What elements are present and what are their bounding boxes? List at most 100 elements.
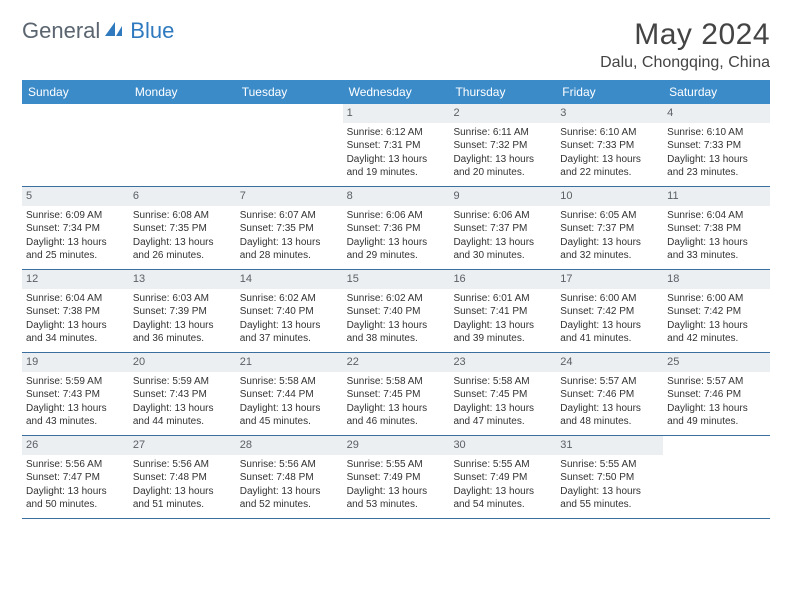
day-cell: 30Sunrise: 5:55 AMSunset: 7:49 PMDayligh… <box>449 436 556 518</box>
brand-part2: Blue <box>130 18 174 44</box>
weekday-wednesday: Wednesday <box>343 80 450 104</box>
day-number: 15 <box>343 270 450 289</box>
day-cell: 5Sunrise: 6:09 AMSunset: 7:34 PMDaylight… <box>22 187 129 269</box>
sunrise-line: Sunrise: 5:58 AM <box>453 375 552 389</box>
daylight-line: Daylight: 13 hours and 49 minutes. <box>667 402 766 429</box>
sunset-line: Sunset: 7:46 PM <box>560 388 659 402</box>
day-cell: 15Sunrise: 6:02 AMSunset: 7:40 PMDayligh… <box>343 270 450 352</box>
week-row: 12Sunrise: 6:04 AMSunset: 7:38 PMDayligh… <box>22 270 770 353</box>
daylight-line: Daylight: 13 hours and 54 minutes. <box>453 485 552 512</box>
daylight-line: Daylight: 13 hours and 20 minutes. <box>453 153 552 180</box>
sunrise-line: Sunrise: 5:55 AM <box>347 458 446 472</box>
sunrise-line: Sunrise: 6:03 AM <box>133 292 232 306</box>
weekday-header-row: SundayMondayTuesdayWednesdayThursdayFrid… <box>22 80 770 104</box>
brand-part1: General <box>22 18 100 44</box>
sunrise-line: Sunrise: 6:06 AM <box>453 209 552 223</box>
daylight-line: Daylight: 13 hours and 34 minutes. <box>26 319 125 346</box>
daylight-line: Daylight: 13 hours and 19 minutes. <box>347 153 446 180</box>
sunrise-line: Sunrise: 5:56 AM <box>26 458 125 472</box>
day-cell: 23Sunrise: 5:58 AMSunset: 7:45 PMDayligh… <box>449 353 556 435</box>
weekday-tuesday: Tuesday <box>236 80 343 104</box>
day-number: 14 <box>236 270 343 289</box>
day-cell: 11 Sunrise: 6:04 AMSunset: 7:38 PMDayligh… <box>663 187 770 269</box>
daylight-line: Daylight: 13 hours and 22 minutes. <box>560 153 659 180</box>
day-number: 26 <box>22 436 129 455</box>
sunrise-line: Sunrise: 6:05 AM <box>560 209 659 223</box>
sunrise-line: Sunrise: 5:56 AM <box>240 458 339 472</box>
sunset-line: Sunset: 7:31 PM <box>347 139 446 153</box>
weekday-saturday: Saturday <box>663 80 770 104</box>
sail-icon <box>104 18 126 44</box>
day-number: 31 <box>556 436 663 455</box>
sunrise-line: Sunrise: 6:04 AM <box>667 209 766 223</box>
day-number: 17 <box>556 270 663 289</box>
sunrise-line: Sunrise: 5:55 AM <box>453 458 552 472</box>
day-number: 29 <box>343 436 450 455</box>
daylight-line: Daylight: 13 hours and 28 minutes. <box>240 236 339 263</box>
day-number: 5 <box>22 187 129 206</box>
sunset-line: Sunset: 7:42 PM <box>667 305 766 319</box>
daylight-line: Daylight: 13 hours and 25 minutes. <box>26 236 125 263</box>
sunset-line: Sunset: 7:39 PM <box>133 305 232 319</box>
day-cell: 22Sunrise: 5:58 AMSunset: 7:45 PMDayligh… <box>343 353 450 435</box>
sunset-line: Sunset: 7:36 PM <box>347 222 446 236</box>
day-number: 19 <box>22 353 129 372</box>
sunrise-line: Sunrise: 6:00 AM <box>667 292 766 306</box>
day-cell-empty <box>22 104 129 186</box>
day-cell: 26Sunrise: 5:56 AMSunset: 7:47 PMDayligh… <box>22 436 129 518</box>
day-cell: 17Sunrise: 6:00 AMSunset: 7:42 PMDayligh… <box>556 270 663 352</box>
day-cell: 29Sunrise: 5:55 AMSunset: 7:49 PMDayligh… <box>343 436 450 518</box>
day-cell: 25Sunrise: 5:57 AMSunset: 7:46 PMDayligh… <box>663 353 770 435</box>
sunset-line: Sunset: 7:44 PM <box>240 388 339 402</box>
sunrise-line: Sunrise: 6:07 AM <box>240 209 339 223</box>
sunrise-line: Sunrise: 6:01 AM <box>453 292 552 306</box>
day-number: 24 <box>556 353 663 372</box>
day-number: 12 <box>22 270 129 289</box>
day-number: 10 <box>556 187 663 206</box>
day-number: 13 <box>129 270 236 289</box>
day-cell: 13Sunrise: 6:03 AMSunset: 7:39 PMDayligh… <box>129 270 236 352</box>
day-number: 23 <box>449 353 556 372</box>
weeks-container: 1Sunrise: 6:12 AMSunset: 7:31 PMDaylight… <box>22 104 770 519</box>
sunrise-line: Sunrise: 5:58 AM <box>347 375 446 389</box>
sunset-line: Sunset: 7:35 PM <box>240 222 339 236</box>
day-cell: 1Sunrise: 6:12 AMSunset: 7:31 PMDaylight… <box>343 104 450 186</box>
sunset-line: Sunset: 7:45 PM <box>347 388 446 402</box>
sunrise-line: Sunrise: 6:02 AM <box>347 292 446 306</box>
day-number: 7 <box>236 187 343 206</box>
calendar-grid: SundayMondayTuesdayWednesdayThursdayFrid… <box>22 80 770 519</box>
daylight-line: Daylight: 13 hours and 51 minutes. <box>133 485 232 512</box>
day-number: 11 <box>663 187 770 206</box>
daylight-line: Daylight: 13 hours and 32 minutes. <box>560 236 659 263</box>
week-row: 5Sunrise: 6:09 AMSunset: 7:34 PMDaylight… <box>22 187 770 270</box>
sunset-line: Sunset: 7:37 PM <box>560 222 659 236</box>
day-number: 20 <box>129 353 236 372</box>
day-cell: 7 Sunrise: 6:07 AMSunset: 7:35 PMDaylight… <box>236 187 343 269</box>
week-row: 1Sunrise: 6:12 AMSunset: 7:31 PMDaylight… <box>22 104 770 187</box>
daylight-line: Daylight: 13 hours and 44 minutes. <box>133 402 232 429</box>
day-number: 30 <box>449 436 556 455</box>
sunrise-line: Sunrise: 5:57 AM <box>560 375 659 389</box>
day-number: 21 <box>236 353 343 372</box>
day-cell: 16Sunrise: 6:01 AMSunset: 7:41 PMDayligh… <box>449 270 556 352</box>
page-header: General Blue May 2024 Dalu, Chongqing, C… <box>22 18 770 72</box>
location-text: Dalu, Chongqing, China <box>600 54 770 72</box>
weekday-friday: Friday <box>556 80 663 104</box>
day-cell: 27Sunrise: 5:56 AMSunset: 7:48 PMDayligh… <box>129 436 236 518</box>
sunset-line: Sunset: 7:45 PM <box>453 388 552 402</box>
sunset-line: Sunset: 7:34 PM <box>26 222 125 236</box>
day-number: 25 <box>663 353 770 372</box>
daylight-line: Daylight: 13 hours and 43 minutes. <box>26 402 125 429</box>
sunrise-line: Sunrise: 5:58 AM <box>240 375 339 389</box>
daylight-line: Daylight: 13 hours and 33 minutes. <box>667 236 766 263</box>
sunset-line: Sunset: 7:40 PM <box>347 305 446 319</box>
sunset-line: Sunset: 7:43 PM <box>26 388 125 402</box>
month-title: May 2024 <box>600 18 770 52</box>
calendar-page: General Blue May 2024 Dalu, Chongqing, C… <box>0 0 792 529</box>
day-number: 28 <box>236 436 343 455</box>
sunset-line: Sunset: 7:38 PM <box>667 222 766 236</box>
day-cell: 14Sunrise: 6:02 AMSunset: 7:40 PMDayligh… <box>236 270 343 352</box>
day-number: 22 <box>343 353 450 372</box>
sunrise-line: Sunrise: 6:04 AM <box>26 292 125 306</box>
day-cell: 31Sunrise: 5:55 AMSunset: 7:50 PMDayligh… <box>556 436 663 518</box>
